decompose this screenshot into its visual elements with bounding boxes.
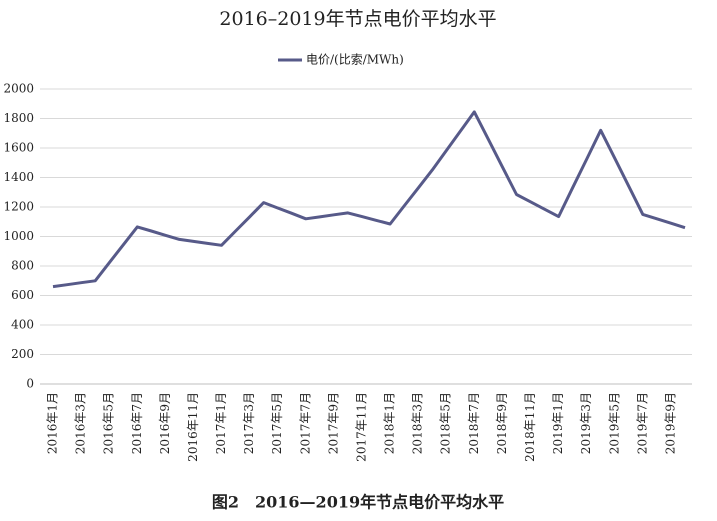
x-tick-label: 2016年11月 — [186, 392, 200, 462]
x-tick-label: 2018年1月 — [383, 392, 397, 454]
x-tick-label: 2019年7月 — [635, 392, 649, 454]
x-tick-label: 2017年11月 — [354, 392, 368, 462]
caption: 图2 2016—2019年节点电价平均水平 — [212, 493, 504, 512]
x-tick-label: 2019年9月 — [663, 392, 677, 454]
y-tick-label: 400 — [11, 318, 34, 332]
y-tick-label: 1000 — [3, 229, 34, 243]
y-tick-label: 2000 — [3, 82, 34, 96]
x-tick-label: 2019年5月 — [607, 392, 621, 454]
y-tick-label: 600 — [11, 288, 34, 302]
data-line — [52, 110, 686, 289]
x-tick-label: 2017年7月 — [298, 392, 312, 454]
x-tick-label: 2018年9月 — [495, 392, 509, 454]
x-tick-label: 2018年7月 — [467, 392, 481, 454]
x-tick-label: 2016年1月 — [46, 392, 60, 454]
x-tick-label: 2016年3月 — [74, 392, 88, 454]
x-tick-label: 2019年1月 — [551, 392, 565, 454]
x-tick-label: 2016年5月 — [102, 392, 116, 454]
x-tick-label: 2018年3月 — [411, 392, 425, 454]
chart-title: 2016–2019年节点电价平均水平 — [219, 8, 496, 30]
x-tick-label: 2019年3月 — [579, 392, 593, 454]
legend-label: 电价/(比索/MWh) — [306, 53, 404, 67]
x-tick-label: 2016年9月 — [158, 392, 172, 454]
x-tick-label: 2017年1月 — [214, 392, 228, 454]
y-tick-label: 1600 — [3, 141, 34, 155]
y-tick-label: 1400 — [3, 170, 34, 184]
x-tick-label: 2017年9月 — [326, 392, 340, 454]
y-tick-label: 1200 — [3, 200, 34, 214]
x-tick-label: 2017年5月 — [270, 392, 284, 454]
x-tick-label: 2016年7月 — [130, 392, 144, 454]
y-tick-label: 800 — [11, 259, 34, 273]
x-tick-label: 2017年3月 — [242, 392, 256, 454]
y-tick-label: 0 — [26, 377, 34, 391]
x-tick-label: 2018年11月 — [523, 392, 537, 462]
y-tick-label: 200 — [11, 347, 34, 361]
x-tick-label: 2018年5月 — [439, 392, 453, 454]
y-tick-label: 1800 — [3, 111, 34, 125]
